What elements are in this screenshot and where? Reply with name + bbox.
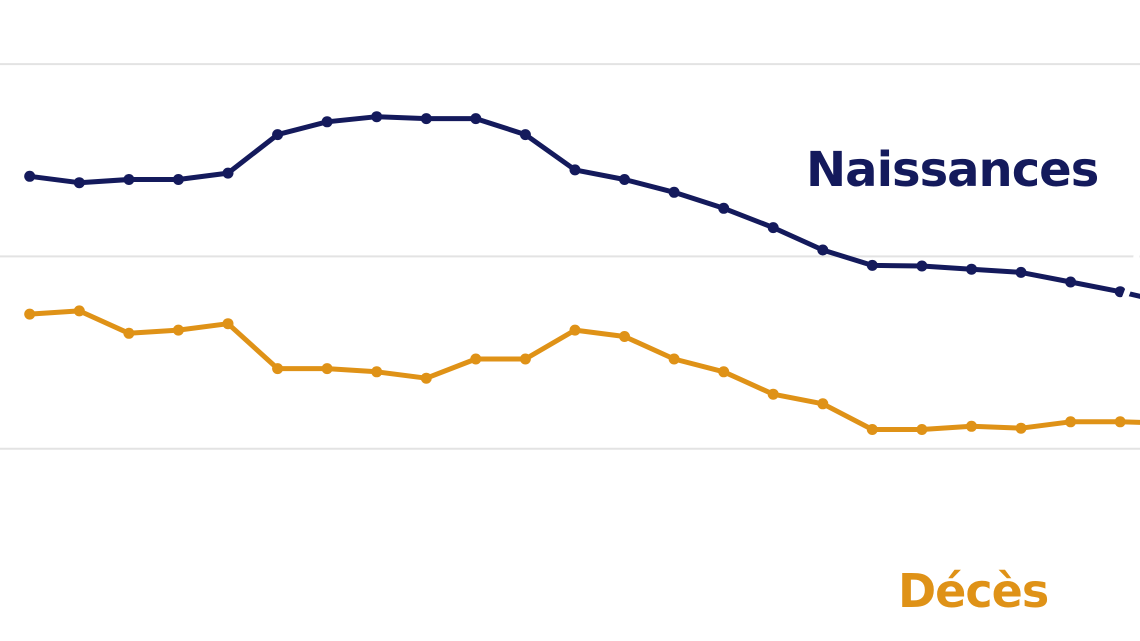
- data-point-1-5: [272, 363, 284, 375]
- series-line-0: [27, 114, 1140, 299]
- data-point-1-18: [916, 424, 928, 435]
- data-point-0-10: [519, 129, 531, 141]
- data-point-1-4: [222, 318, 234, 330]
- series-layer: [24, 111, 1140, 435]
- data-point-1-8: [420, 372, 432, 384]
- data-point-0-22: [1114, 286, 1126, 298]
- data-point-0-5: [272, 129, 284, 141]
- data-point-0-19: [966, 263, 977, 275]
- data-point-1-17: [866, 424, 878, 435]
- data-point-1-21: [1065, 416, 1077, 428]
- data-point-1-2: [123, 327, 135, 339]
- data-point-1-7: [371, 366, 383, 378]
- births-arrow-icon: [1049, 242, 1140, 381]
- births-arrow-head-icon: [1043, 315, 1125, 383]
- data-point-1-11: [569, 324, 581, 336]
- data-point-1-10: [519, 353, 531, 365]
- data-point-0-13: [668, 186, 680, 198]
- data-point-1-1: [73, 305, 85, 317]
- data-point-0-4: [222, 167, 234, 179]
- data-point-0-1: [73, 177, 85, 189]
- data-point-1-6: [321, 363, 333, 375]
- series-line-1: [27, 308, 1140, 432]
- data-point-1-14: [718, 366, 730, 378]
- data-point-1-15: [767, 388, 779, 400]
- data-point-0-15: [767, 222, 779, 234]
- data-point-0-3: [172, 174, 184, 185]
- deaths-series-label: Décès: [898, 564, 1049, 618]
- annotation-arrows: [810, 242, 1140, 602]
- data-point-0-20: [1015, 266, 1027, 278]
- data-point-0-8: [420, 113, 432, 125]
- data-point-1-0: [24, 308, 36, 320]
- data-point-1-9: [470, 353, 482, 365]
- data-point-0-2: [123, 174, 135, 185]
- data-point-1-13: [668, 353, 680, 365]
- data-point-0-9: [470, 113, 482, 125]
- data-point-0-21: [1065, 276, 1077, 288]
- data-point-1-12: [619, 331, 630, 342]
- data-point-0-18: [916, 260, 928, 272]
- data-point-1-3: [172, 324, 184, 336]
- data-point-1-22: [1114, 416, 1126, 428]
- gridlines: [0, 63, 1140, 450]
- deaths-arrow-head-icon: [810, 525, 838, 548]
- data-point-0-17: [866, 259, 878, 271]
- data-point-0-7: [371, 111, 383, 123]
- data-point-1-16: [817, 398, 829, 410]
- births-series-label: Naissances: [806, 142, 1099, 198]
- series-1: [24, 305, 1140, 435]
- data-point-0-6: [321, 116, 333, 128]
- data-point-0-14: [718, 202, 730, 214]
- deaths-arrow-icon: [820, 528, 880, 602]
- data-point-0-0: [24, 170, 36, 182]
- data-point-1-19: [966, 420, 977, 432]
- data-point-0-16: [817, 244, 829, 256]
- data-point-1-20: [1015, 422, 1027, 434]
- data-point-0-12: [619, 174, 630, 185]
- series-0: [24, 111, 1140, 299]
- data-point-0-11: [569, 164, 581, 176]
